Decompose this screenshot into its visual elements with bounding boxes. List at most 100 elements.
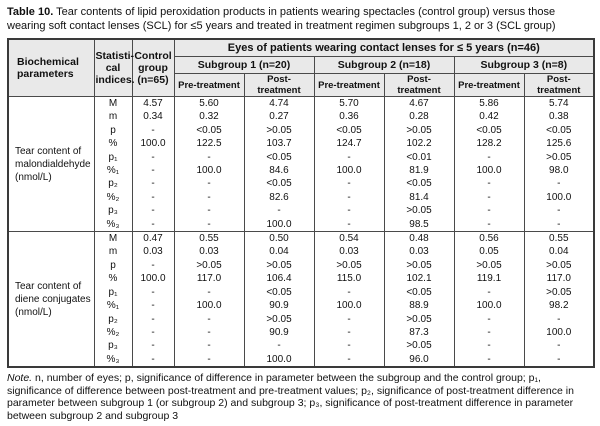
value-cell: 0.05 [453,245,525,259]
value-cell: - [313,339,385,353]
table-body: Tear content of malondialdehyde (nmol/L)… [7,95,595,368]
value-cell: 0.42 [453,110,525,124]
value-cell: - [313,204,385,218]
value-cell: 4.67 [383,96,455,111]
value-cell: 81.9 [383,164,455,178]
value-cell: 119.1 [453,272,525,286]
value-cell: 4.57 [131,96,175,111]
data-table: Biochemical parameters Statisti- cal ind… [7,38,596,369]
stat-index-cell: % [93,272,133,286]
value-cell: 0.54 [313,231,385,246]
value-cell: 0.04 [523,245,595,259]
table-row: %₂ - -90.9-87.3-100.0 [8,325,595,340]
value-cell: - [131,285,175,300]
table-row: % 100.0 122.5 103.7 124.7 102.2 128.2 125.6 [8,137,595,151]
header-subgroup-1: Subgroup 1 (n=20) [173,56,315,74]
table-row: p₂ - - >0.05- >0.05- - [8,312,595,326]
value-cell: 122.5 [173,137,245,151]
stat-index-cell: %₁ [93,164,133,178]
table-row: %₂ - -82.6-81.4-100.0 [8,190,595,205]
table-row: Tear content of malondialdehyde (nmol/L)… [7,95,595,232]
value-cell: - [173,177,245,191]
table-row: p₁ - - <0.05- <0.05- >0.05 [8,285,595,300]
value-cell: - [131,339,175,353]
stat-index-cell: %₁ [93,299,133,313]
value-cell: - [313,190,385,205]
value-cell: - [313,352,385,368]
value-cell: - [131,204,175,218]
value-cell: >0.05 [523,258,595,273]
value-cell: <0.05 [313,123,385,138]
value-cell: - [523,339,595,353]
value-cell: - [131,150,175,165]
value-cell: - [523,352,595,368]
table-row: % 100.0 117.0 106.4 115.0 102.1 119.1 117.0 [8,272,595,286]
stat-index-cell: p₁ [93,150,133,165]
table-row: m 0.34 0.32 0.27 0.36 0.28 0.42 0.38 [8,110,595,124]
table-row: p₃ - - - - >0.05- - [8,339,595,353]
value-cell: - [131,312,175,326]
value-cell: - [453,150,525,165]
value-cell: - [131,352,175,368]
value-cell: - [243,339,315,353]
value-cell: 100.0 [313,164,385,178]
stat-index-cell: p₃ [93,204,133,218]
value-cell: 100.0 [453,164,525,178]
value-cell: - [313,150,385,165]
stat-index-cell: m [93,110,133,124]
value-cell: >0.05 [243,312,315,326]
value-cell: 100.0 [131,272,175,286]
table-row: %₃ - -100.0-96.0- - [8,352,595,368]
stat-index-cell: p [93,123,133,138]
header-sub3-pre: Pre-treatment [453,73,525,97]
header-sub1-pre: Pre-treatment [173,73,245,97]
header-statistical-indices: Statisti- cal indices. [93,38,135,97]
value-cell: 5.74 [523,96,595,111]
table-row: Tear content of diene conjugates (nmol/L… [7,231,595,368]
header-sub1-post: Post-treatment [243,73,315,97]
value-cell: 124.7 [313,137,385,151]
value-cell: 100.0 [173,299,245,313]
value-cell: 4.74 [243,96,315,111]
stat-index-cell: %₂ [93,325,133,340]
value-cell: <0.05 [523,123,595,138]
table-row: m 0.03 0.03 0.04 0.03 0.03 0.05 0.04 [8,245,595,259]
value-cell: - [523,204,595,218]
value-cell: - [523,312,595,326]
value-cell: 0.38 [523,110,595,124]
value-cell: >0.05 [383,312,455,326]
header-sub3-post: Post-treatment [523,73,595,97]
value-cell: - [131,217,175,232]
value-cell: 100.0 [243,217,315,232]
value-cell: - [131,258,175,273]
stat-index-cell: p₃ [93,339,133,353]
stat-index-cell: p₁ [93,285,133,300]
value-cell: - [313,325,385,340]
stat-index-cell: p₂ [93,312,133,326]
stat-index-cell: %₃ [93,352,133,368]
value-cell: - [173,285,245,300]
value-cell: 0.28 [383,110,455,124]
value-cell: - [453,285,525,300]
value-cell: - [173,150,245,165]
table-row: p - >0.05 >0.05 >0.05 >0.05 >0.05 >0.05 [8,258,595,273]
value-cell: 100.0 [523,190,595,205]
value-cell: - [131,325,175,340]
value-cell: - [173,204,245,218]
value-cell: - [131,299,175,313]
value-cell: - [173,190,245,205]
value-cell: - [313,285,385,300]
value-cell: 0.34 [131,110,175,124]
value-cell: 88.9 [383,299,455,313]
value-cell: 96.0 [383,352,455,368]
value-cell: 0.55 [523,231,595,246]
value-cell: - [131,190,175,205]
table-row: p₂ - - <0.05- <0.05- - [8,177,595,191]
value-cell: 5.70 [313,96,385,111]
value-cell: <0.05 [383,285,455,300]
value-cell: <0.05 [243,285,315,300]
value-cell: - [453,352,525,368]
value-cell: 0.50 [243,231,315,246]
header-subgroup-3: Subgroup 3 (n=8) [453,56,595,74]
value-cell: - [523,177,595,191]
